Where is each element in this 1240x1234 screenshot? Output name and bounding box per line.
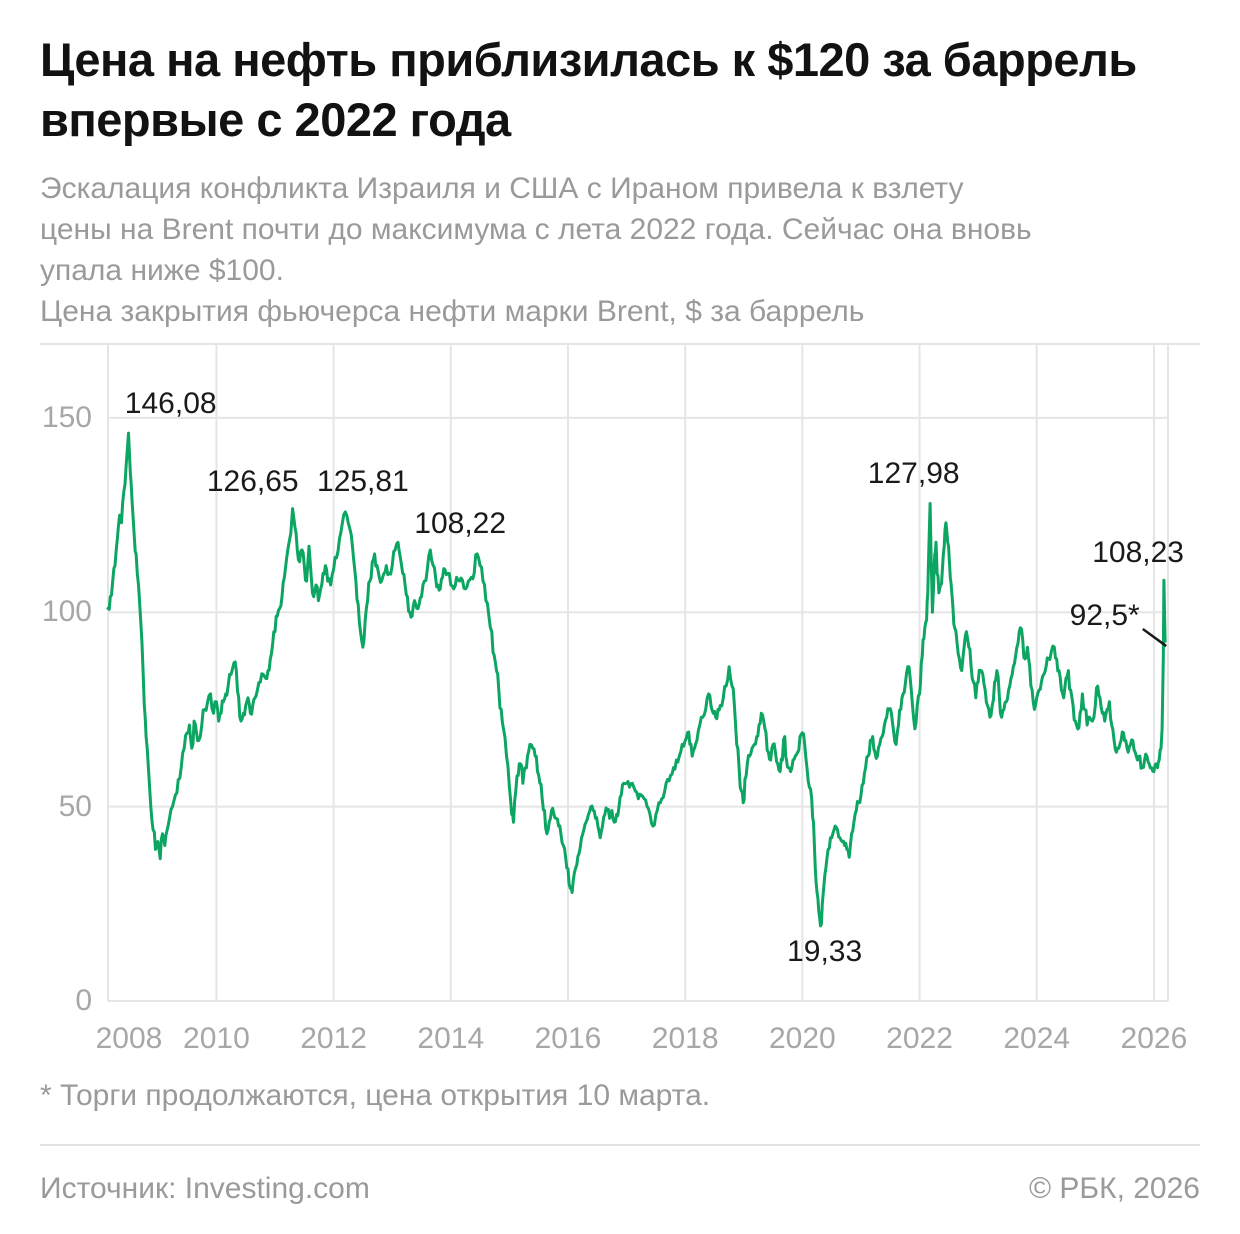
footnote: * Торги продолжаются, цена открытия 10 м…: [40, 1079, 711, 1112]
x-axis-tick-label: 2022: [886, 1022, 953, 1055]
lead-paragraph: Эскалация конфликта Израиля и США с Иран…: [40, 172, 1032, 287]
x-axis-tick-label: 2018: [651, 1022, 719, 1055]
x-axis-tick-label: 2008: [95, 1022, 163, 1055]
value-annotation: 146,08: [124, 387, 217, 421]
chart-caption: Цена закрытия фьючерса нефти марки Brent…: [40, 295, 865, 328]
x-axis-tick-label: 2012: [300, 1022, 367, 1055]
x-axis-tick-label: 2026: [1120, 1022, 1188, 1055]
value-annotation: 19,33: [787, 935, 863, 969]
copyright-label: © РБК, 2026: [1028, 1172, 1200, 1205]
x-axis-tick-label: 2010: [183, 1022, 250, 1055]
page-title: Цена на нефть приблизилась к $120 за бар…: [40, 33, 1137, 146]
footer-divider: [40, 1144, 1200, 1146]
value-annotation: 126,65: [206, 465, 299, 498]
y-axis-tick-label: 100: [41, 595, 92, 629]
x-axis-tick-label: 2016: [534, 1022, 602, 1055]
value-annotation: 108,23: [1092, 536, 1184, 570]
y-axis-tick-label: 50: [58, 789, 92, 823]
x-axis-tick-label: 2020: [768, 1022, 836, 1055]
price-line: [106, 431, 1167, 928]
y-axis-tick-label: 150: [41, 400, 92, 434]
chart-gridlines: [40, 343, 1200, 1002]
x-axis-tick-label: 2024: [1003, 1022, 1071, 1055]
value-annotation: 125,81: [317, 465, 409, 498]
value-annotation: 92,5*: [1069, 599, 1140, 633]
y-axis-tick-label: 0: [75, 984, 92, 1017]
source-label: Источник: Investing.com: [40, 1172, 370, 1205]
value-annotation: 108,22: [414, 506, 507, 540]
value-annotation: 127,98: [867, 456, 960, 490]
annotation-pointer-line: [1142, 627, 1167, 648]
x-axis-tick-label: 2014: [417, 1022, 485, 1055]
